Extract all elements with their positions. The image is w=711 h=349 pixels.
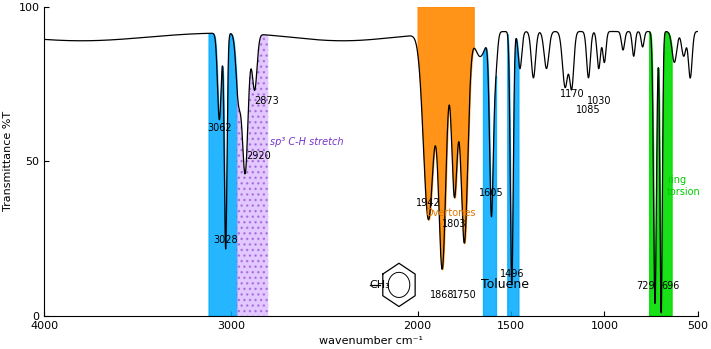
Text: CH₃: CH₃: [369, 280, 390, 290]
Text: sp³ C-H stretch: sp³ C-H stretch: [270, 136, 343, 147]
Text: ring
torsion: ring torsion: [667, 175, 700, 197]
Text: 1030: 1030: [587, 96, 611, 106]
Text: 729: 729: [636, 281, 655, 291]
Text: 1170: 1170: [560, 89, 585, 99]
Text: 1803: 1803: [442, 219, 466, 229]
Text: 1605: 1605: [479, 188, 503, 198]
Text: 2873: 2873: [255, 96, 279, 106]
Text: 1868: 1868: [430, 290, 454, 300]
Text: 3028: 3028: [213, 235, 238, 245]
Y-axis label: Transmittance %T: Transmittance %T: [3, 111, 13, 211]
Text: Overtones: Overtones: [426, 208, 476, 218]
Text: 696: 696: [661, 281, 680, 291]
X-axis label: wavenumber cm⁻¹: wavenumber cm⁻¹: [319, 336, 423, 346]
Text: 1496: 1496: [500, 269, 524, 279]
Text: 1750: 1750: [452, 290, 476, 300]
Text: 1085: 1085: [576, 105, 601, 115]
Text: 3062: 3062: [207, 124, 232, 133]
Text: 1942: 1942: [416, 198, 441, 208]
Text: Toluene: Toluene: [481, 279, 529, 291]
Text: 2920: 2920: [246, 151, 271, 161]
